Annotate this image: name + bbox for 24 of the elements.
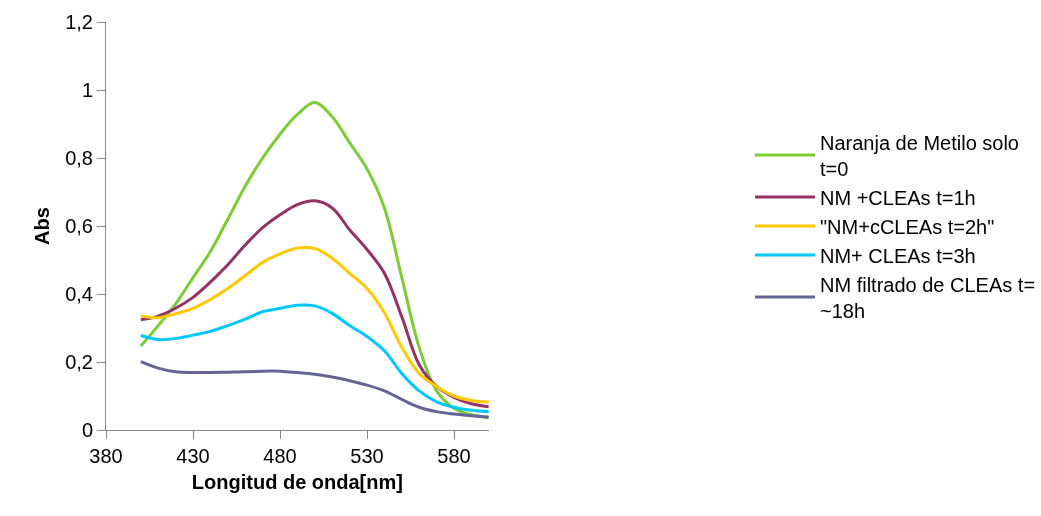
line-series (139, 245, 489, 404)
y-axis-title: Abs (30, 207, 53, 245)
y-tick-label: 0,8 (65, 147, 93, 169)
line-series (139, 199, 489, 409)
y-tick-label: 0,4 (65, 283, 93, 305)
legend-label: NM +CLEAs t=1h (820, 186, 976, 209)
legend-label: "NM+cCLEAs t=2h" (820, 215, 995, 238)
y-tick-label: 1,2 (65, 11, 93, 33)
legend-label: NM filtrado de CLEAs t= ~18h (820, 273, 1036, 322)
x-tick-label: 430 (176, 445, 210, 467)
x-tick-label: 580 (437, 445, 471, 467)
y-tick-label: 0,6 (65, 215, 93, 237)
line-series (139, 360, 489, 419)
legend-label: NM+ CLEAs t=3h (820, 244, 976, 267)
x-tick-label: 480 (263, 445, 297, 467)
y-tick-label: 1 (81, 79, 93, 101)
line-series (139, 101, 489, 420)
x-tick-label: 530 (350, 445, 384, 467)
x-tick-label: 380 (89, 445, 123, 467)
y-tick-label: 0 (81, 419, 93, 441)
line-series (139, 303, 489, 414)
y-tick-label: 0,2 (65, 351, 93, 373)
legend-label: Naranja de Metilo solo t=0 (820, 131, 1019, 180)
x-axis-title: Longitud de onda[nm] (191, 470, 403, 493)
